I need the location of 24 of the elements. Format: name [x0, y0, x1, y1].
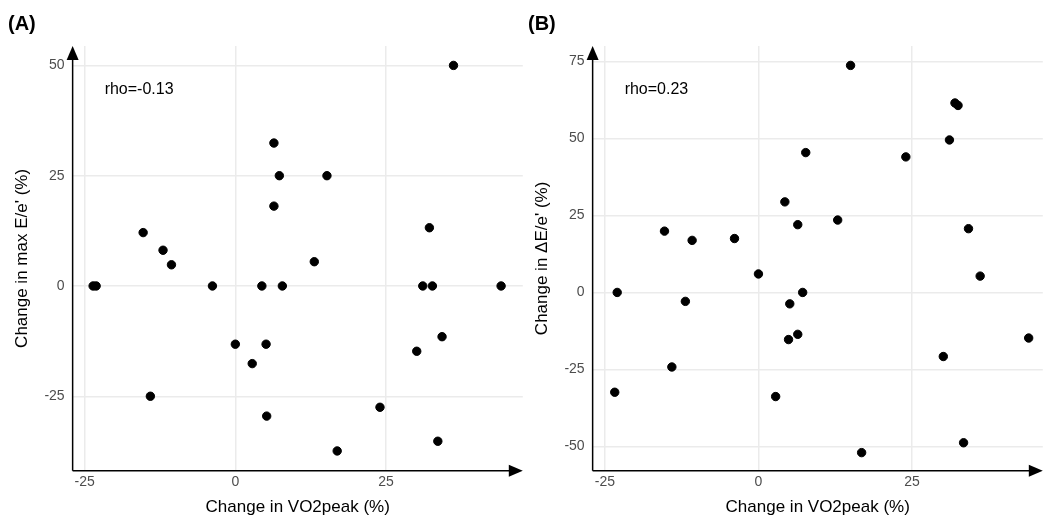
x-tick-label: 0 [231, 473, 240, 490]
y-tick-label: 0 [576, 283, 585, 300]
y-tick-label: 50 [569, 129, 585, 146]
y-tick-label: 0 [56, 276, 65, 293]
y-axis-title: Change in max E/e' (%) [11, 168, 31, 348]
x-axis-title: Change in VO2peak (%) [725, 497, 910, 517]
x-tick-label: -25 [594, 473, 616, 490]
annotation: rho=0.23 [624, 80, 689, 98]
y-tick-label: 75 [569, 52, 585, 69]
chart-title: (B) [528, 11, 556, 34]
chart-title: (A) [8, 11, 36, 34]
x-tick-label: 25 [378, 473, 394, 490]
y-tick-label: 25 [49, 166, 65, 183]
y-tick-label: 25 [569, 206, 585, 223]
y-tick-label: -25 [564, 360, 585, 377]
x-tick-label: -25 [74, 473, 96, 490]
y-axis-title: Change in ΔE/e' (%) [531, 181, 551, 336]
y-tick-label: 50 [49, 56, 65, 73]
x-axis-title: Change in VO2peak (%) [205, 497, 390, 517]
y-tick-label: -50 [564, 437, 585, 454]
annotation: rho=-0.13 [104, 80, 174, 98]
x-tick-label: 25 [904, 473, 920, 490]
x-tick-label: 0 [754, 473, 763, 490]
y-tick-label: -25 [44, 387, 65, 404]
